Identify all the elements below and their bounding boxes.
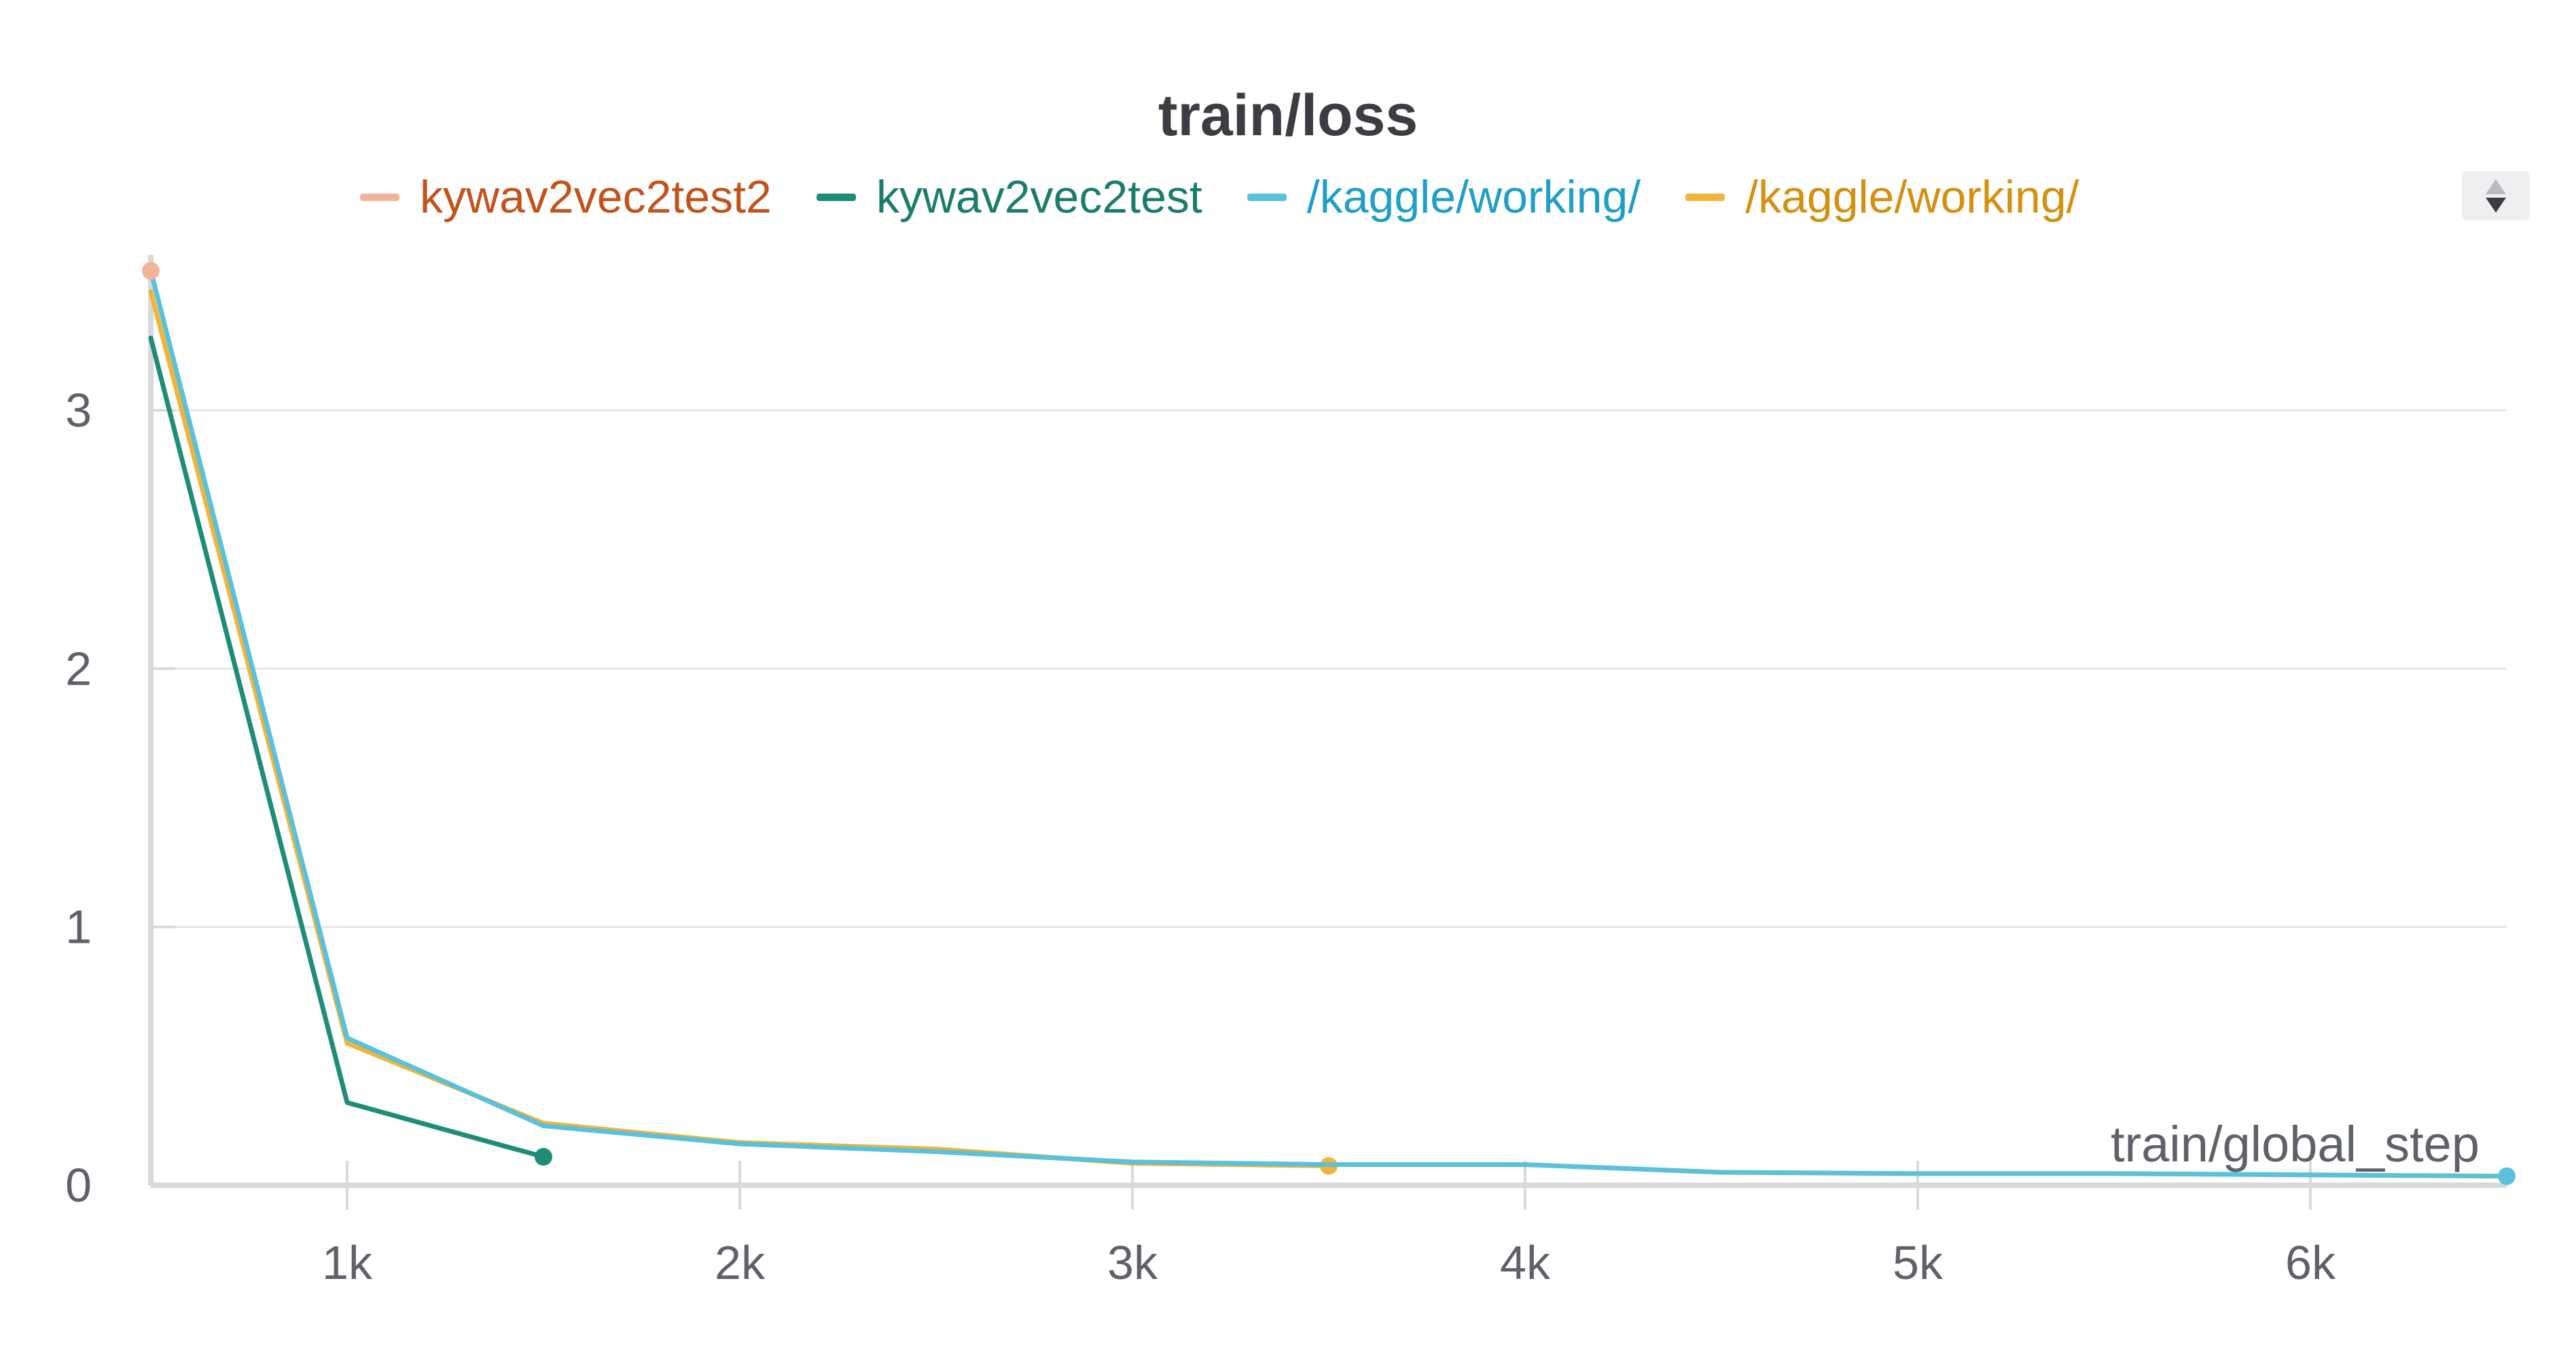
y-tick-label: 3: [65, 384, 92, 437]
series-1-end-marker[interactable]: [535, 1148, 552, 1166]
legend-label-kaggle-working-cyan: /kaggle/working/: [1306, 171, 1641, 223]
legend-scroll-button[interactable]: [2462, 171, 2530, 220]
x-tick-label: 4k: [1500, 1236, 1551, 1289]
tick-labels: 0 1 2 3 1k 2k 3k 4k 5k 6k train/global_step: [65, 384, 2480, 1289]
x-tick-label: 2k: [715, 1236, 766, 1289]
x-tick-label: 1k: [322, 1236, 373, 1289]
legend-item-kywav2vec2test[interactable]: kywav2vec2test: [816, 170, 1202, 223]
legend-swatch-kaggle-working-cyan: [1247, 193, 1287, 201]
y-tick-label: 2: [65, 642, 92, 695]
legend-item-kaggle-working-yellow[interactable]: /kaggle/working/: [1685, 170, 2079, 223]
y-tick-label: 1: [65, 901, 92, 954]
legend-swatch-kywav2vec2test2: [360, 193, 399, 201]
legend-label-kywav2vec2test2: kywav2vec2test2: [420, 171, 772, 223]
series-2-end-marker[interactable]: [2498, 1167, 2516, 1185]
axes: [148, 255, 2507, 1210]
series-0-end-marker[interactable]: [142, 261, 160, 280]
x-tick-label: 5k: [1893, 1236, 1944, 1289]
series-2-line[interactable]: [148, 268, 2509, 1179]
scroll-down-arrow-icon[interactable]: [2486, 197, 2506, 213]
chart-title: train/loss: [1158, 83, 1418, 148]
legend-swatch-kywav2vec2test: [816, 193, 856, 201]
series-lines: [142, 261, 2516, 1185]
legend-item-kywav2vec2test2[interactable]: kywav2vec2test2: [360, 170, 772, 223]
x-axis-title: train/global_step: [2111, 1116, 2480, 1172]
scroll-up-arrow-icon[interactable]: [2486, 179, 2506, 194]
y-tick-label: 0: [65, 1159, 92, 1212]
legend-label-kywav2vec2test: kywav2vec2test: [876, 171, 1202, 223]
legend-item-kaggle-working-cyan[interactable]: /kaggle/working/: [1247, 170, 1641, 223]
x-tick-label: 3k: [1107, 1236, 1158, 1289]
legend-swatch-kaggle-working-yellow: [1685, 193, 1725, 201]
x-tick-label: 6k: [2285, 1236, 2336, 1289]
grid-lines: [151, 409, 2507, 928]
series-1-line[interactable]: [148, 336, 546, 1159]
legend-label-kaggle-working-yellow: /kaggle/working/: [1745, 171, 2079, 223]
chart-legend: kywav2vec2test2 kywav2vec2test /kaggle/w…: [360, 163, 2079, 231]
